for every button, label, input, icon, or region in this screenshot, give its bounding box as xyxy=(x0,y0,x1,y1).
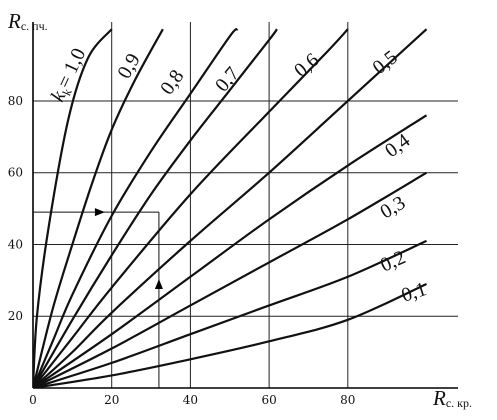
y-tick-label: 80 xyxy=(8,94,23,108)
y-axis-title-sub: с. пч. xyxy=(21,19,48,33)
curve-k-0-4 xyxy=(33,114,428,388)
curve-label-1: kk= 1,0 xyxy=(47,45,92,106)
curve-k-0-6 xyxy=(33,28,349,388)
curve-label-0-4: 0,4 xyxy=(381,130,414,162)
curve-label-k-sub: k xyxy=(59,87,74,98)
curve-k-0-2 xyxy=(33,239,427,388)
x-axis-title: Rс. кр. xyxy=(432,386,472,410)
curve-k-0-9 xyxy=(33,28,164,388)
curve-k-0-1 xyxy=(33,282,427,388)
curves xyxy=(33,28,428,388)
curve-label-0-1: 0,1 xyxy=(399,278,430,307)
curve-k-0-5 xyxy=(33,28,428,388)
y-tick-label: 40 xyxy=(8,237,23,251)
grid xyxy=(33,22,458,388)
y-axis-title: Rс. пч. xyxy=(7,9,48,33)
axis-frame xyxy=(32,22,458,389)
x-tick-label: 60 xyxy=(261,393,276,407)
example-up-arrow xyxy=(154,278,163,289)
curve-label-0-6: 0,6 xyxy=(290,49,323,82)
curve-label-0-5: 0,5 xyxy=(369,46,402,79)
y-tick-label: 20 xyxy=(8,309,23,323)
x-tick-label: 20 xyxy=(104,393,119,407)
curve-label-0-9: 0,9 xyxy=(113,50,145,83)
example-right-arrow xyxy=(94,208,105,217)
y-tick-label: 60 xyxy=(8,166,23,180)
curve-k-0-7 xyxy=(33,28,278,388)
curve-label-0-7: 0,7 xyxy=(211,63,244,96)
x-tick-label: 40 xyxy=(183,393,198,407)
curve-k-0-8 xyxy=(33,28,239,388)
x-tick-label: 80 xyxy=(340,393,355,407)
x-axis-title-main: R xyxy=(432,386,446,410)
tick-labels: 0 20 40 60 80 20 40 60 80 xyxy=(8,94,356,407)
curve-k-0-3 xyxy=(33,171,428,388)
curve-label-0-8: 0,8 xyxy=(156,66,188,99)
example-path xyxy=(33,208,163,388)
x-axis-title-sub: с. кр. xyxy=(446,396,472,410)
y-axis-title-main: R xyxy=(7,9,21,33)
curve-k-1 xyxy=(33,28,113,388)
curve-label-0-3: 0,3 xyxy=(377,192,410,224)
x-tick-label: 0 xyxy=(29,393,37,407)
